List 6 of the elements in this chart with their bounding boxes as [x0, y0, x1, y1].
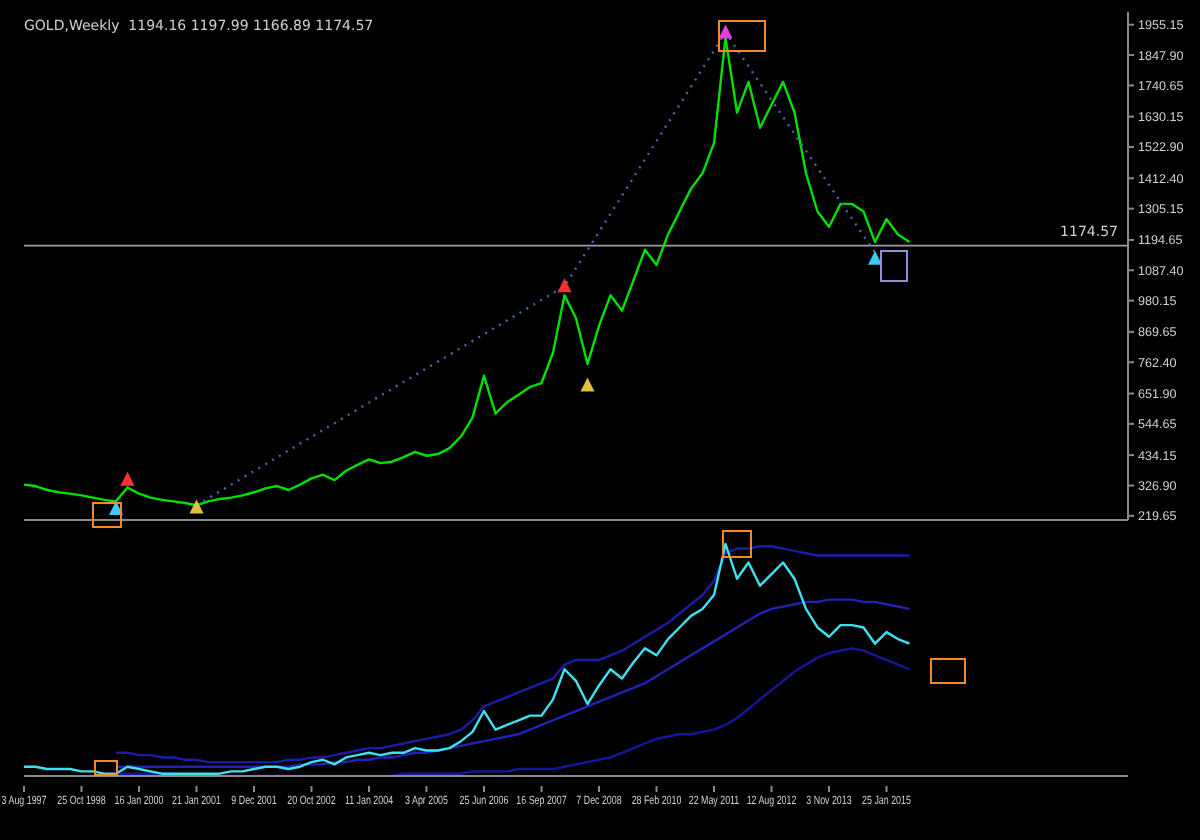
point [557, 278, 572, 293]
point [189, 499, 204, 514]
point [718, 24, 733, 39]
point [868, 250, 882, 265]
point [580, 377, 595, 392]
point [120, 471, 135, 486]
